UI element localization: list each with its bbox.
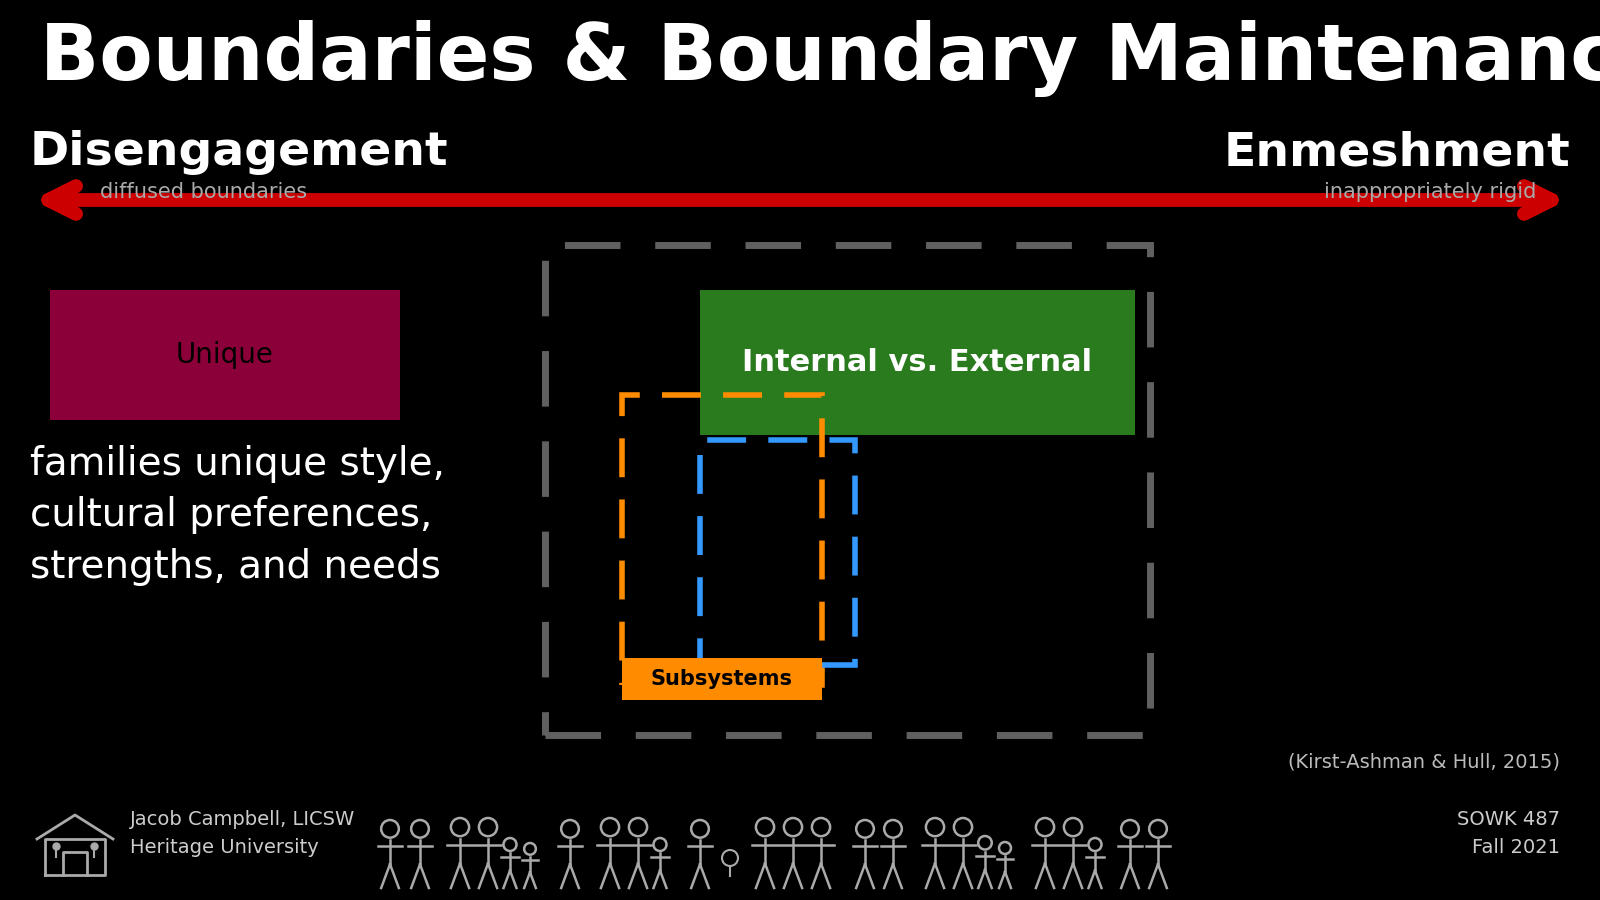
Text: Internal vs. External: Internal vs. External <box>742 348 1093 377</box>
Text: families unique style,
cultural preferences,
strengths, and needs: families unique style, cultural preferen… <box>30 445 445 586</box>
Bar <box>50 290 400 420</box>
Text: (Kirst-Ashman & Hull, 2015): (Kirst-Ashman & Hull, 2015) <box>1288 752 1560 771</box>
Text: Fall 2021: Fall 2021 <box>1472 838 1560 857</box>
Bar <box>622 395 822 685</box>
Bar <box>546 245 1150 735</box>
Bar <box>701 290 1134 435</box>
Text: Boundaries & Boundary Maintenance: Boundaries & Boundary Maintenance <box>40 20 1600 97</box>
Text: Heritage University: Heritage University <box>130 838 318 857</box>
Bar <box>622 658 822 700</box>
Bar <box>701 440 854 665</box>
Text: Jacob Campbell, LICSW: Jacob Campbell, LICSW <box>130 810 355 829</box>
Text: Enmeshment: Enmeshment <box>1224 130 1570 175</box>
Text: SOWK 487: SOWK 487 <box>1458 810 1560 829</box>
Text: Disengagement: Disengagement <box>30 130 448 175</box>
Text: diffused boundaries: diffused boundaries <box>99 182 307 202</box>
Text: inappropriately rigid: inappropriately rigid <box>1323 182 1536 202</box>
Text: Unique: Unique <box>176 341 274 369</box>
Text: Subsystems: Subsystems <box>651 669 794 689</box>
